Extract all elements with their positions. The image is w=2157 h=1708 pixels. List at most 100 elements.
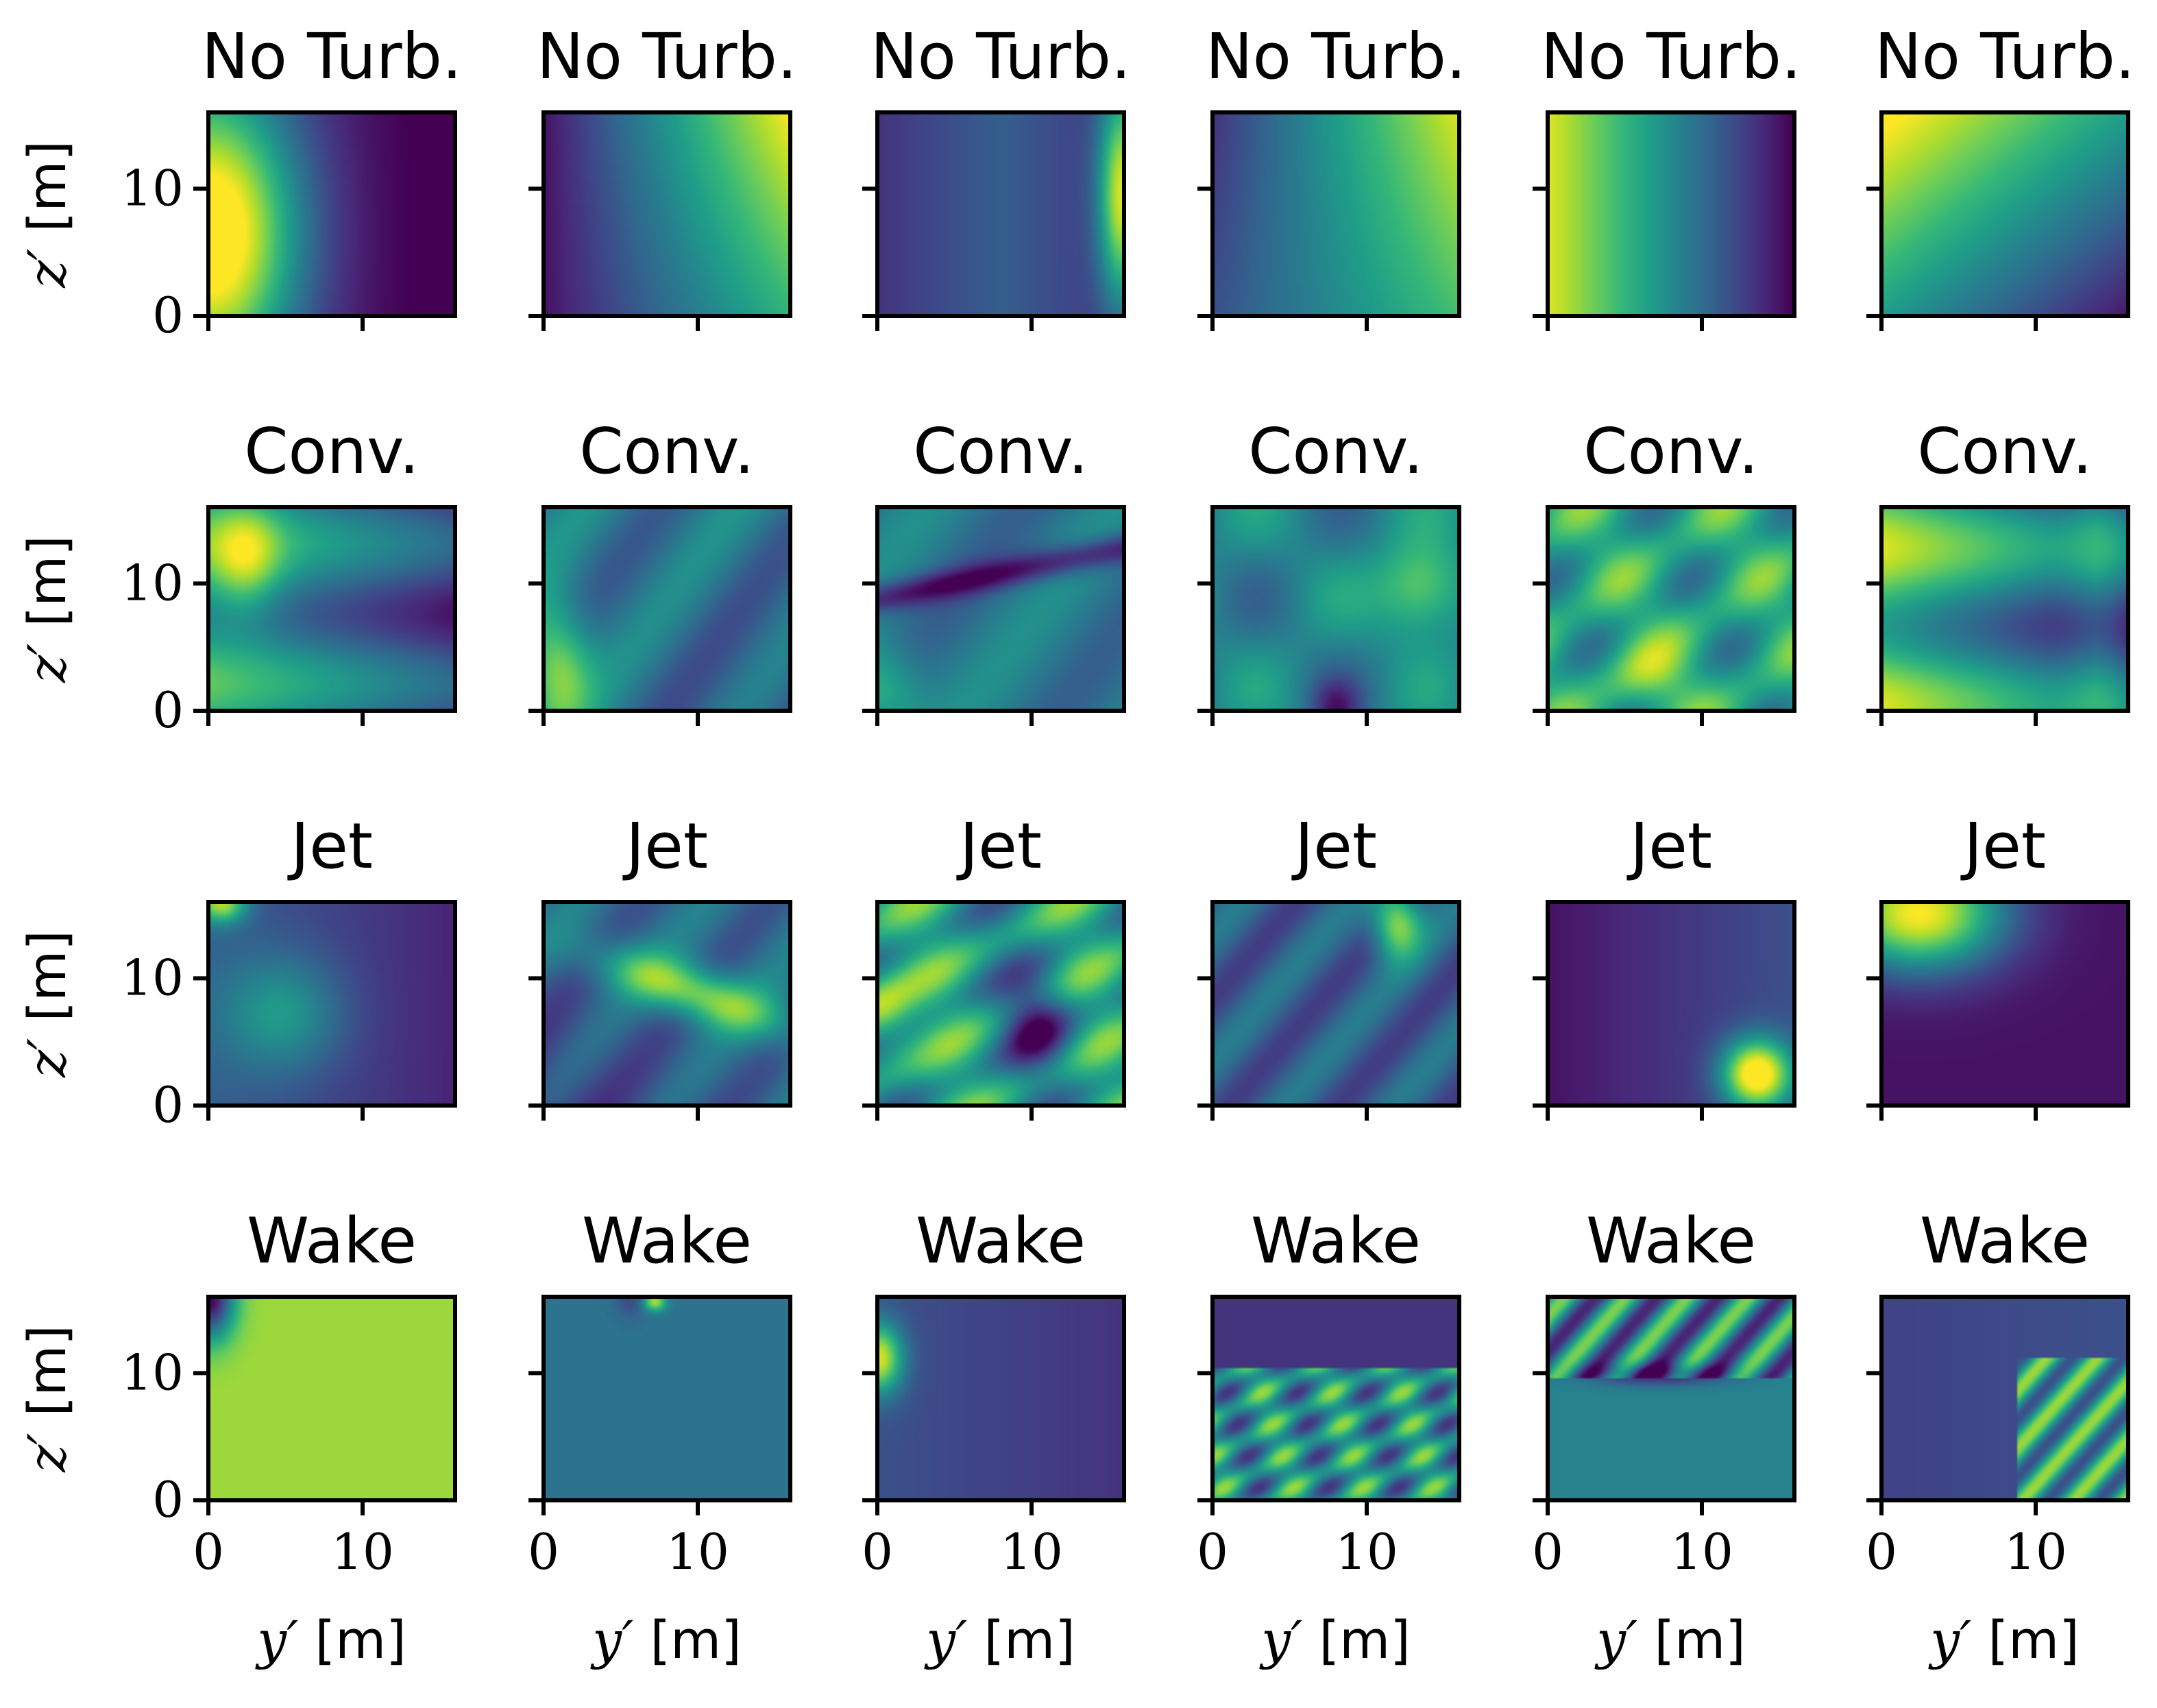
panel-title: No Turb. (1875, 20, 2135, 93)
panel-r2-c3: Jet (1197, 809, 1461, 1121)
x-axis-label: y′ [m] (255, 1609, 406, 1670)
y-axis-unit: [m] (16, 535, 77, 626)
panel-r3-c5: Wake 0 10 y′ [m] (1866, 1204, 2130, 1670)
x-tick-label: 10 (331, 1523, 394, 1581)
panel-frame (1546, 1295, 1796, 1502)
y-axis-unit: [m] (16, 930, 77, 1021)
panel-frame (1879, 110, 2130, 318)
panel-r0-c1: No Turb. (528, 20, 797, 331)
panel-title: Wake (916, 1204, 1086, 1278)
panel-title: Wake (1920, 1204, 2090, 1278)
panel-r1-c2: Conv. (862, 415, 1126, 726)
panel-frame (1546, 505, 1796, 713)
x-axis-unit: [m] (984, 1609, 1075, 1670)
y-axis-label: z′ [m] (16, 535, 77, 683)
panel-r3-c3: Wake 0 10 y′ [m] (1197, 1204, 1461, 1670)
x-tick-label: 0 (1197, 1523, 1228, 1581)
x-axis-var: y′ (1594, 1609, 1654, 1670)
y-axis-label: z′ [m] (16, 930, 77, 1078)
y-axis-unit: [m] (16, 1325, 77, 1416)
panel-frame (541, 110, 792, 318)
x-tick-label: 10 (1670, 1523, 1733, 1581)
heatmap-image (877, 902, 1124, 1106)
heatmap-image (877, 112, 1124, 316)
panel-r0-c5: No Turb. (1866, 20, 2135, 331)
panel-frame (1879, 1295, 2130, 1502)
heatmap-image (208, 1297, 455, 1500)
panel-frame (875, 1295, 1126, 1502)
x-tick-label: 10 (1335, 1523, 1398, 1581)
panel-frame (206, 900, 457, 1108)
y-axis-var: z′ (16, 1416, 77, 1472)
panel-frame (875, 505, 1126, 713)
panel-r0-c0: No Turb. 0 10 z′ [m] (16, 20, 462, 344)
x-axis-unit: [m] (650, 1609, 742, 1670)
y-axis-label: z′ [m] (16, 141, 77, 289)
x-axis-var: y′ (255, 1609, 315, 1670)
panel-frame (541, 505, 792, 713)
panel-title: Wake (1586, 1204, 1756, 1278)
panel-frame (875, 900, 1126, 1108)
panel-frame (1546, 110, 1796, 318)
y-tick-label: 10 (121, 159, 184, 217)
panel-frame (1210, 505, 1461, 713)
heatmap-image (1212, 507, 1459, 711)
y-axis-unit: [m] (16, 141, 77, 232)
panel-r1-c1: Conv. (528, 415, 792, 726)
panel-r1-c3: Conv. (1197, 415, 1461, 726)
heatmap-image (1212, 902, 1459, 1106)
panel-frame (541, 900, 792, 1108)
x-tick-label: 10 (666, 1523, 729, 1581)
x-tick-label: 10 (2004, 1523, 2067, 1581)
panel-frame (206, 505, 457, 713)
panel-title: Wake (247, 1204, 417, 1278)
panel-title: No Turb. (870, 20, 1131, 93)
y-axis-var: z′ (16, 1021, 77, 1077)
panel-frame (1879, 505, 2130, 713)
x-axis-var: y′ (590, 1609, 650, 1670)
x-axis-label: y′ [m] (1594, 1609, 1746, 1670)
heatmap-image (1548, 1297, 1794, 1500)
panel-frame (206, 110, 457, 318)
panel-r3-c4: Wake 0 10 y′ [m] (1532, 1204, 1796, 1670)
panel-title: No Turb. (1206, 20, 1466, 93)
y-axis-var: z′ (16, 232, 77, 288)
x-axis-label: y′ [m] (590, 1609, 742, 1670)
panel-title: Jet (1960, 809, 2046, 883)
x-axis-var: y′ (924, 1609, 984, 1670)
y-tick-label: 10 (121, 949, 184, 1006)
x-axis-var: y′ (1259, 1609, 1319, 1670)
heatmap-image (208, 902, 455, 1106)
heatmap-image (1548, 507, 1794, 711)
heatmap-image (544, 507, 790, 711)
heatmap-image (1212, 112, 1459, 316)
panel-r1-c0: Conv. 0 10 z′ [m] (16, 415, 457, 739)
heatmap-image (1881, 507, 2128, 711)
panel-title: Conv. (579, 415, 754, 488)
panel-frame (1210, 110, 1461, 318)
panel-r2-c5: Jet (1866, 809, 2130, 1121)
x-axis-label: y′ [m] (1259, 1609, 1411, 1670)
panel-title: No Turb. (537, 20, 797, 93)
y-tick-label: 10 (121, 554, 184, 611)
panel-r1-c4: Conv. (1533, 415, 1796, 726)
x-tick-label: 0 (862, 1523, 893, 1581)
y-tick-label: 0 (152, 1076, 184, 1134)
x-axis-label: y′ [m] (924, 1609, 1075, 1670)
panel-frame (206, 1295, 457, 1502)
panel-frame (541, 1295, 792, 1502)
y-axis-var: z′ (16, 626, 77, 683)
panel-title: Jet (956, 809, 1042, 883)
heatmap-image (1881, 902, 2128, 1106)
panel-title: Conv. (1583, 415, 1758, 488)
panel-title: Wake (582, 1204, 752, 1278)
panel-title: Wake (1251, 1204, 1421, 1278)
y-tick-label: 0 (152, 1471, 184, 1528)
heatmap-image (877, 507, 1124, 711)
heatmap-image (1548, 112, 1794, 316)
x-tick-label: 0 (193, 1523, 224, 1581)
x-axis-var: y′ (1928, 1609, 1988, 1670)
y-axis-label: z′ [m] (16, 1325, 77, 1473)
